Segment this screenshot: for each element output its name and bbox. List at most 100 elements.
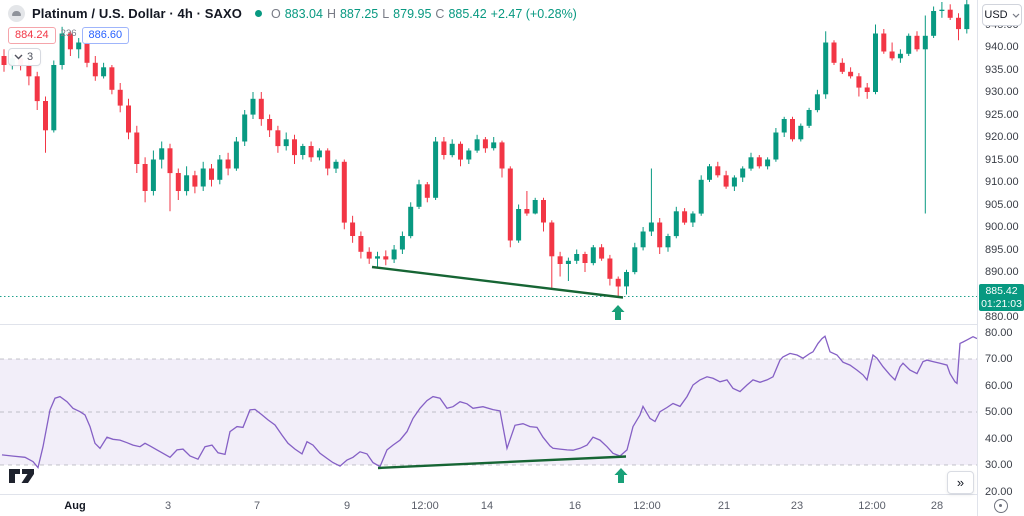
candle — [26, 65, 32, 77]
last-price-label: 885.42 01:21:03 — [979, 284, 1024, 311]
ask-price-button[interactable]: 886.60 — [81, 27, 130, 44]
candle — [798, 125, 804, 140]
candle — [109, 67, 115, 90]
price-trendline — [371, 265, 624, 299]
candle — [474, 139, 480, 151]
price-tick-label: 915.00 — [985, 153, 1019, 166]
candle — [873, 33, 878, 92]
candle — [582, 254, 588, 263]
candle — [624, 272, 629, 287]
candle — [67, 33, 73, 50]
price-tick-label: 920.00 — [985, 131, 1019, 143]
rsi-indicator-pane[interactable] — [0, 324, 977, 494]
high-value: 887.25 — [339, 6, 379, 21]
last-price-value: 885.42 — [985, 285, 1018, 297]
rsi-line — [1, 335, 977, 470]
candle — [673, 211, 679, 237]
candle — [117, 89, 123, 106]
candle — [200, 168, 206, 187]
candle — [931, 11, 937, 36]
candle — [848, 71, 854, 77]
currency-selector[interactable]: USD — [982, 4, 1022, 26]
candle — [607, 258, 613, 279]
candle — [956, 17, 961, 30]
candle — [34, 76, 40, 102]
time-tick-label: 3 — [164, 500, 172, 512]
candle — [557, 256, 563, 264]
candle — [964, 4, 970, 30]
candle — [51, 65, 57, 131]
candle — [159, 148, 165, 160]
candle — [765, 159, 771, 167]
candle — [648, 222, 654, 232]
candle — [1, 56, 7, 65]
candle — [383, 256, 389, 260]
candle — [366, 251, 372, 259]
rsi-tick-label: 30.00 — [985, 459, 1013, 471]
candle — [258, 98, 264, 120]
scale-settings-icon[interactable] — [994, 499, 1008, 513]
spread-value: 236 — [60, 28, 77, 39]
rsi-tick-label: 20.00 — [985, 485, 1013, 498]
candle — [665, 236, 671, 248]
bid-price-button[interactable]: 884.24 — [8, 27, 56, 44]
price-tick-label: 940.00 — [985, 41, 1019, 53]
candle — [300, 146, 306, 155]
candle — [341, 161, 347, 223]
candle — [947, 9, 953, 18]
time-tick-label: 12:00 — [858, 500, 886, 512]
candle — [267, 119, 273, 131]
candle — [84, 42, 90, 63]
time-tick-label: 21 — [717, 500, 731, 512]
candle — [864, 87, 870, 92]
open-value: 883.04 — [284, 6, 323, 21]
time-tick-label: 28 — [930, 500, 944, 512]
rsi-tick-label: 50.00 — [985, 406, 1013, 418]
candle — [914, 35, 920, 50]
ohlc-readout: O 883.04 H 887.25 L 879.95 C 885.42 +2.47 (+… — [271, 7, 577, 21]
price-tick-label: 895.00 — [985, 243, 1019, 256]
candle — [541, 200, 546, 223]
candle — [333, 161, 339, 169]
double-chevron-right-icon: » — [956, 475, 965, 490]
candle — [175, 173, 181, 191]
candle — [134, 132, 140, 164]
candle — [416, 184, 422, 207]
candle — [101, 67, 107, 77]
candle — [308, 146, 314, 158]
time-tick-label: 16 — [568, 500, 582, 512]
price-tick-label: 880.00 — [985, 311, 1019, 323]
candle — [316, 150, 322, 158]
candle — [350, 222, 356, 236]
currency-value: USD — [984, 9, 1008, 21]
candle — [59, 33, 65, 65]
time-tick-label: Aug — [64, 500, 86, 512]
candle — [590, 247, 596, 264]
go-to-realtime-button[interactable]: » — [947, 471, 974, 494]
main-price-pane[interactable] — [0, 0, 977, 324]
candle — [275, 130, 281, 147]
price-scale-axis[interactable]: 20.00 30.00 40.00 50.00 60.00 70.00 80.00 880.0… — [977, 0, 1024, 516]
candle — [682, 211, 688, 223]
time-tick-label: 23 — [790, 500, 804, 512]
rsi-tick-label: 60.00 — [985, 379, 1013, 392]
candle — [939, 9, 945, 11]
candle — [283, 139, 289, 147]
candle — [723, 175, 729, 187]
candle — [233, 141, 239, 169]
tradingview-logo-icon[interactable] — [8, 466, 36, 486]
indicator-list-toggle[interactable]: 3 — [8, 48, 42, 66]
candle — [549, 222, 555, 257]
candle — [225, 159, 231, 169]
candle — [217, 159, 223, 180]
candle — [856, 76, 862, 88]
symbol-title[interactable]: Platinum / U.S. Dollar · 4h · SAXO — [32, 6, 242, 21]
time-scale-axis[interactable]: Aug 3 7 9 12:00 14 16 12:00 21 23 12:00 28 — [0, 494, 1024, 516]
chevron-down-icon — [1012, 13, 1020, 18]
candle — [748, 157, 754, 169]
candle — [790, 119, 795, 140]
time-tick-label: 9 — [343, 500, 351, 512]
candle — [292, 139, 297, 156]
candle — [756, 157, 762, 167]
